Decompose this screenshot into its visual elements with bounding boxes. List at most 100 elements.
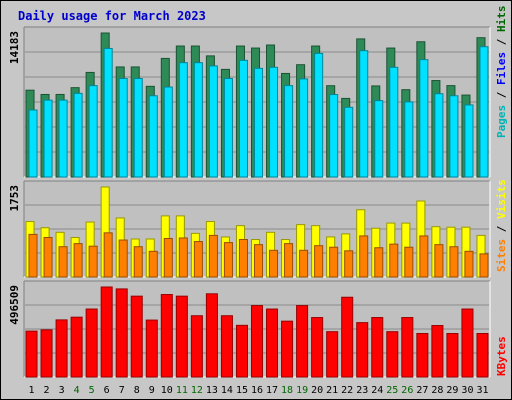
legend-hits-files-pages-part-2: Files [495,52,508,85]
bar-sites-day-13 [208,234,218,278]
x-tick-label-3: 3 [59,385,65,396]
x-tick-label-26: 26 [401,385,413,396]
bar-kbytes-day-18 [281,320,294,378]
bar-files-day-22 [344,106,354,178]
bar-files-day-17 [269,66,279,178]
bar-sites-day-10 [163,237,173,278]
bar-files-day-18 [284,85,294,178]
legend-hits-files-pages-part-3: / [495,32,508,52]
bar-kbytes-day-15 [235,324,248,378]
legend-visits-sites-part-2: Visits [495,179,508,219]
bar-sites-day-11 [178,237,188,278]
bar-sites-day-2 [43,236,53,278]
bar-sites-day-18 [284,243,294,278]
x-tick-label-16: 16 [251,385,263,396]
bar-files-day-8 [133,78,143,178]
bar-kbytes-day-17 [266,308,279,378]
bar-files-day-14 [223,78,233,178]
bar-kbytes-day-26 [401,317,414,378]
bar-kbytes-day-24 [371,317,384,378]
bar-files-day-21 [329,94,339,178]
bar-sites-day-9 [148,250,158,278]
x-tick-label-14: 14 [221,385,233,396]
x-tick-label-24: 24 [371,385,383,396]
bar-kbytes-day-3 [55,319,68,378]
bar-files-day-13 [208,65,218,178]
bar-files-day-23 [359,50,369,178]
bar-files-day-20 [314,52,324,178]
bar-kbytes-day-20 [311,317,324,378]
bar-files-day-4 [73,92,83,178]
bar-files-day-25 [389,66,399,178]
bar-kbytes-day-23 [356,322,369,378]
x-tick-label-15: 15 [236,385,248,396]
bar-kbytes-day-12 [190,315,203,378]
bar-files-day-7 [118,78,128,178]
x-tick-label-4: 4 [74,385,80,396]
x-tick-label-5: 5 [89,385,95,396]
bar-kbytes-day-25 [386,331,399,378]
x-tick-label-30: 30 [461,385,473,396]
legend-visits-sites-part-0: Sites [495,239,508,272]
x-tick-label-7: 7 [119,385,125,396]
x-tick-label-22: 22 [341,385,353,396]
bar-sites-day-4 [73,243,83,278]
bar-files-day-6 [103,47,113,178]
bar-files-day-28 [434,93,444,178]
bar-sites-day-26 [404,246,414,278]
legend-hits-files-pages-part-1: / [495,85,508,105]
bar-files-day-24 [374,100,384,178]
x-tick-label-13: 13 [206,385,218,396]
x-tick-label-23: 23 [356,385,368,396]
bar-files-day-27 [419,59,429,178]
x-tick-label-9: 9 [149,385,155,396]
bar-sites-day-25 [389,243,399,278]
bar-sites-day-20 [314,245,324,278]
bar-files-day-10 [163,86,173,178]
panel-2-y-max-label: 496509 [8,285,21,325]
bar-sites-day-15 [238,239,248,278]
bar-sites-day-19 [299,249,309,278]
bar-kbytes-day-16 [250,305,264,378]
bar-sites-day-24 [374,247,384,278]
x-tick-label-6: 6 [104,385,110,396]
bar-files-day-5 [88,85,98,178]
bar-files-day-26 [404,101,414,178]
bar-kbytes-day-11 [175,295,188,378]
bar-sites-day-22 [344,250,354,278]
legend-hits-files-pages: Pages / Files / Hits [495,6,508,139]
x-tick-label-8: 8 [134,385,140,396]
bar-files-day-30 [464,104,474,178]
bar-kbytes-day-4 [70,316,83,378]
bar-sites-day-14 [223,242,233,278]
x-tick-label-29: 29 [446,385,458,396]
bar-kbytes-day-8 [130,295,143,378]
bar-kbytes-day-9 [145,319,158,378]
bar-sites-day-21 [329,246,339,278]
bar-sites-day-29 [449,246,459,278]
bar-sites-day-16 [253,244,264,278]
bar-files-day-1 [28,109,38,178]
x-tick-label-28: 28 [431,385,443,396]
bar-files-day-31 [479,46,489,178]
x-tick-label-10: 10 [161,385,173,396]
legend-hits-files-pages-part-4: Hits [495,6,508,33]
x-tick-label-12: 12 [191,385,203,396]
bar-files-day-12 [193,62,203,178]
bar-files-day-15 [238,59,248,178]
bar-kbytes-day-10 [160,294,173,378]
x-tick-label-20: 20 [311,385,323,396]
x-tick-label-19: 19 [296,385,308,396]
bar-kbytes-day-27 [416,332,429,378]
x-tick-label-31: 31 [476,385,488,396]
bar-sites-day-31 [479,253,489,278]
bar-kbytes-day-31 [476,332,489,378]
bar-kbytes-day-30 [461,308,474,378]
legend-hits-files-pages-part-0: Pages [495,105,508,138]
bar-sites-day-27 [419,235,429,278]
bar-kbytes-day-5 [85,308,98,378]
bar-files-day-2 [43,99,53,178]
x-tick-label-25: 25 [386,385,398,396]
bar-kbytes-day-28 [431,325,444,378]
